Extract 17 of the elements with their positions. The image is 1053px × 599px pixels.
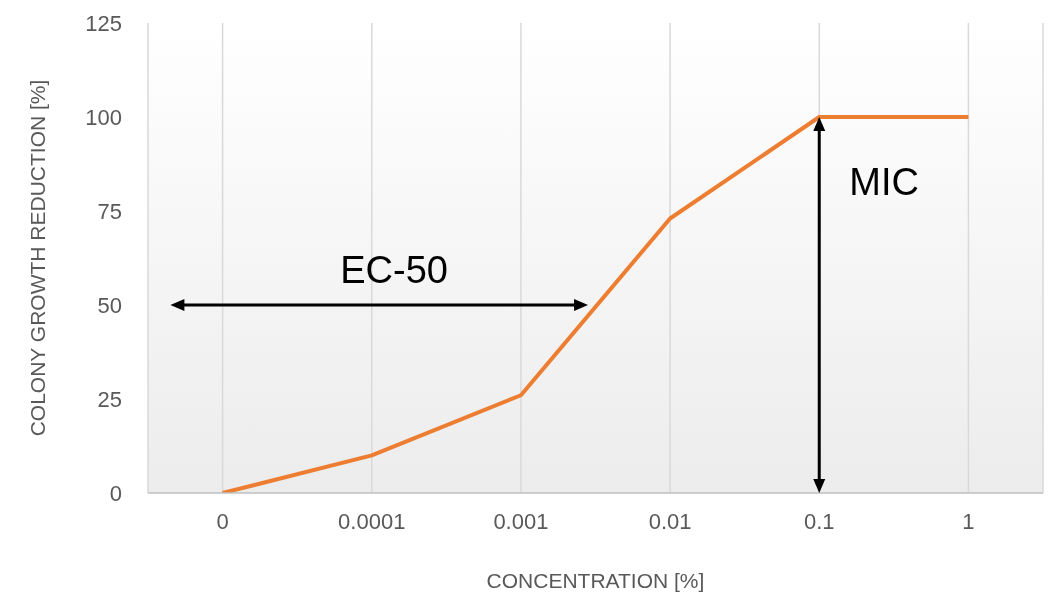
x-tick-label: 0.1 (803, 508, 835, 534)
x-tick-label: 0.001 (493, 508, 549, 534)
x-axis-title: CONCENTRATION [%] (486, 569, 705, 592)
y-axis-title: COLONY GROWTH REDUCTION [%] (26, 79, 50, 437)
annotation: MIC (849, 161, 919, 203)
y-tick-label: 50 (97, 292, 122, 318)
x-tick-label: 0 (216, 508, 229, 534)
y-tick-label: 125 (85, 10, 122, 36)
annotation: EC-50 (340, 249, 448, 291)
line-series (220, 115, 971, 493)
y-tick-label: 100 (85, 104, 122, 130)
y-tick-label: 75 (97, 198, 122, 224)
y-tick-label: 25 (97, 386, 122, 412)
y-tick-label: 0 (109, 480, 122, 506)
x-tick-label: 1 (962, 508, 975, 534)
x-tick-label: 0.0001 (338, 508, 406, 534)
x-tick-label: 0.01 (648, 508, 692, 534)
